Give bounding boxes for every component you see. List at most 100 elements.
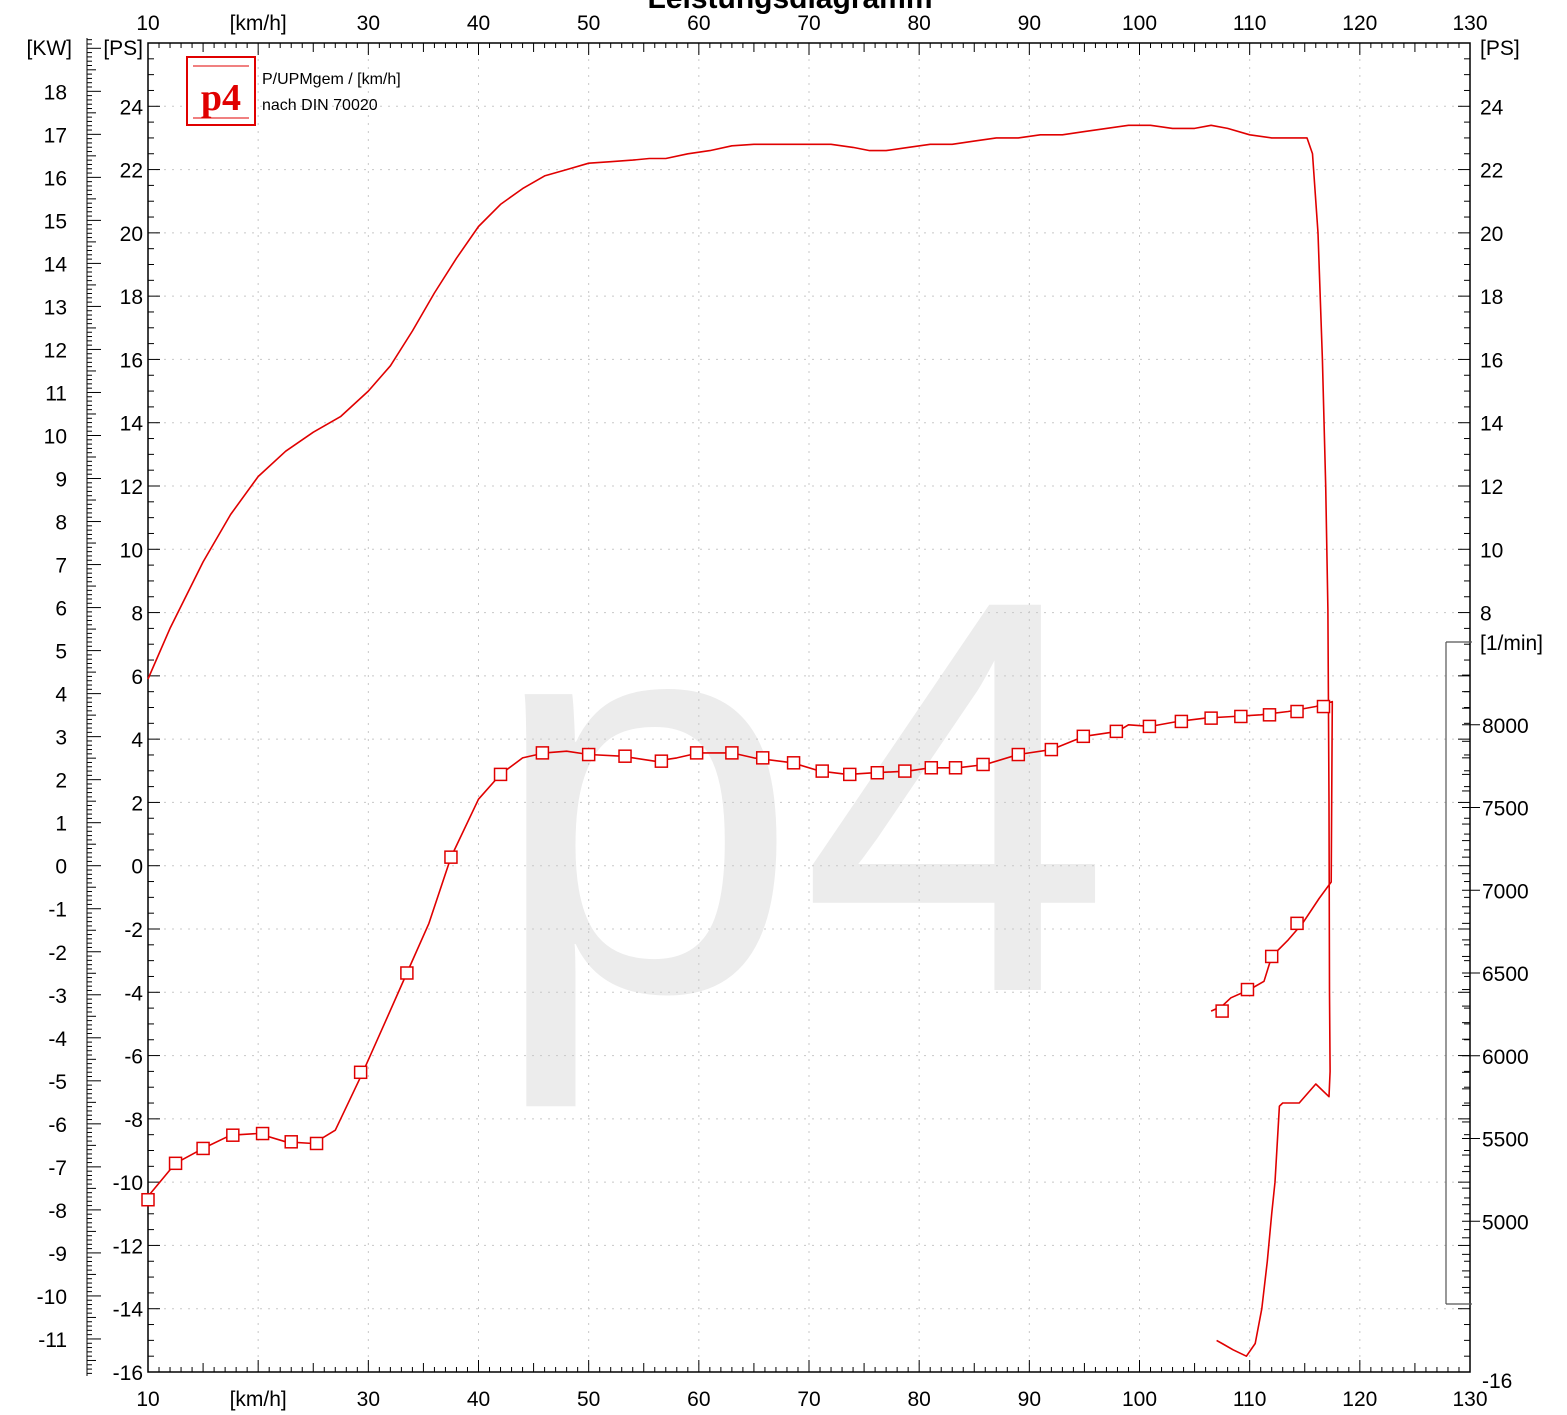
rpm-marker	[535, 746, 550, 760]
ps-right-tick-label: 20	[1480, 223, 1503, 246]
x-tick-label-bottom: [km/h]	[230, 1388, 287, 1411]
rpm-marker	[1264, 949, 1279, 964]
ps-right-tick-label: 18	[1480, 286, 1503, 309]
ps-left-tick-label: 20	[120, 223, 143, 246]
ps-left-tick-label: -10	[113, 1172, 143, 1195]
kw-tick-label: -10	[37, 1286, 67, 1309]
rpm-marker	[168, 1156, 183, 1171]
kw-tick-label: -6	[48, 1114, 67, 1137]
rpm-marker	[309, 1136, 324, 1151]
rpm-marker	[755, 751, 770, 765]
rpm-marker	[870, 765, 885, 780]
ps-left-tick-label: 8	[131, 603, 143, 626]
x-tick-label-top: 70	[797, 12, 820, 35]
ps-left-tick-label: -14	[113, 1299, 144, 1322]
x-tick-label-bottom: 80	[907, 1388, 930, 1411]
kw-tick-label: -3	[48, 985, 67, 1008]
kw-tick-label: 9	[55, 469, 67, 492]
rpm-marker	[1174, 714, 1189, 729]
rpm-marker	[400, 966, 414, 980]
rpm-marker	[1076, 729, 1091, 744]
x-tick-label-top: 10	[136, 12, 159, 35]
x-tick-label-top: 120	[1342, 12, 1377, 35]
x-tick-label-top: [km/h]	[230, 12, 287, 35]
ps-left-tick-label: 10	[120, 539, 143, 562]
ps-left-tick-label: -4	[124, 982, 143, 1005]
x-tick-label-bottom: 120	[1342, 1388, 1377, 1411]
kw-tick-label: -11	[38, 1329, 67, 1352]
rpm-marker	[725, 746, 739, 760]
rpm-marker	[654, 754, 669, 768]
ps-right-tick-label: 10	[1480, 539, 1503, 562]
ps-right-tick-label: 14	[1480, 413, 1504, 436]
ps-left-tick-label: 22	[120, 160, 143, 183]
rpm-marker	[1290, 704, 1304, 719]
ps-right-tick-label: 16	[1480, 349, 1503, 372]
rpm-axis-label: [1/min]	[1480, 632, 1543, 655]
rpm-tick-label: 5000	[1482, 1211, 1529, 1234]
rpm-marker	[843, 767, 857, 782]
x-tick-label-top: 100	[1122, 12, 1157, 35]
rpm-marker	[898, 764, 912, 778]
kw-tick-label: 14	[44, 253, 68, 276]
rpm-marker	[976, 757, 990, 772]
kw-tick-label: 4	[55, 684, 67, 707]
x-tick-label-top: 80	[907, 12, 930, 35]
rpm-marker	[689, 746, 704, 760]
rpm-marker	[1240, 982, 1255, 997]
kw-tick-label: 6	[55, 598, 67, 621]
legend-logo-icon: p4	[201, 77, 241, 119]
kw-tick-label: 16	[44, 167, 67, 190]
x-tick-label-bottom: 100	[1122, 1388, 1157, 1411]
rpm-marker	[493, 767, 508, 782]
ps-left-tick-label: 18	[120, 286, 143, 309]
legend-line-1: P/UPMgem / [km/h]	[262, 71, 401, 88]
rpm-marker	[948, 761, 963, 775]
kw-tick-label: -5	[48, 1071, 67, 1094]
x-tick-label-bottom: 40	[467, 1388, 490, 1411]
series-power-line	[147, 124, 1331, 1357]
x-tick-label-top: 40	[467, 12, 490, 35]
rpm-marker	[255, 1126, 270, 1141]
rpm-marker	[1316, 699, 1331, 714]
kw-tick-label: -2	[48, 942, 67, 965]
x-tick-label-top: 110	[1233, 12, 1266, 35]
ps-left-tick-label: -8	[124, 1109, 143, 1132]
rpm-marker	[924, 761, 939, 775]
ps-right-tick-label: -16	[1482, 1370, 1512, 1393]
kw-tick-label: -8	[48, 1200, 67, 1223]
kw-tick-label: 15	[44, 210, 67, 233]
x-tick-label-bottom: 50	[577, 1388, 600, 1411]
legend-line-2: nach DIN 70020	[262, 97, 378, 114]
kw-tick-label: -4	[48, 1028, 67, 1051]
ps-right-tick-label: 8	[1480, 603, 1492, 626]
kw-tick-label: 2	[55, 770, 67, 793]
x-tick-label-top: 60	[687, 12, 710, 35]
kw-tick-label: 1	[55, 813, 67, 836]
x-tick-label-bottom: 70	[797, 1388, 820, 1411]
rpm-marker	[1142, 719, 1157, 734]
ps-right-tick-label: 22	[1480, 160, 1503, 183]
x-tick-label-bottom: 30	[357, 1388, 380, 1411]
ps-right-tick-label: 24	[1480, 96, 1504, 119]
kw-tick-label: -9	[48, 1243, 67, 1266]
x-tick-label-top: 130	[1452, 12, 1487, 35]
kw-tick-label: -1	[48, 899, 67, 922]
ps-left-tick-label: 4	[131, 729, 143, 752]
ps-left-tick-label: -12	[113, 1235, 143, 1258]
x-tick-label-top: 30	[357, 12, 380, 35]
kw-tick-label: 5	[55, 641, 67, 664]
kw-tick-label: 17	[44, 124, 67, 147]
ps-left-tick-label: 14	[120, 413, 144, 436]
rpm-marker	[1262, 708, 1277, 722]
rpm-marker	[1109, 724, 1124, 739]
x-tick-label-bottom: 60	[687, 1388, 710, 1411]
rpm-tick-label: 6500	[1482, 963, 1529, 986]
kw-tick-label: -7	[48, 1157, 67, 1180]
kw-tick-label: 3	[55, 727, 67, 750]
rpm-marker	[786, 756, 801, 770]
rpm-marker	[1204, 711, 1218, 725]
ps-right-axis-label: [PS]	[1480, 37, 1520, 60]
rpm-marker	[1011, 747, 1026, 762]
